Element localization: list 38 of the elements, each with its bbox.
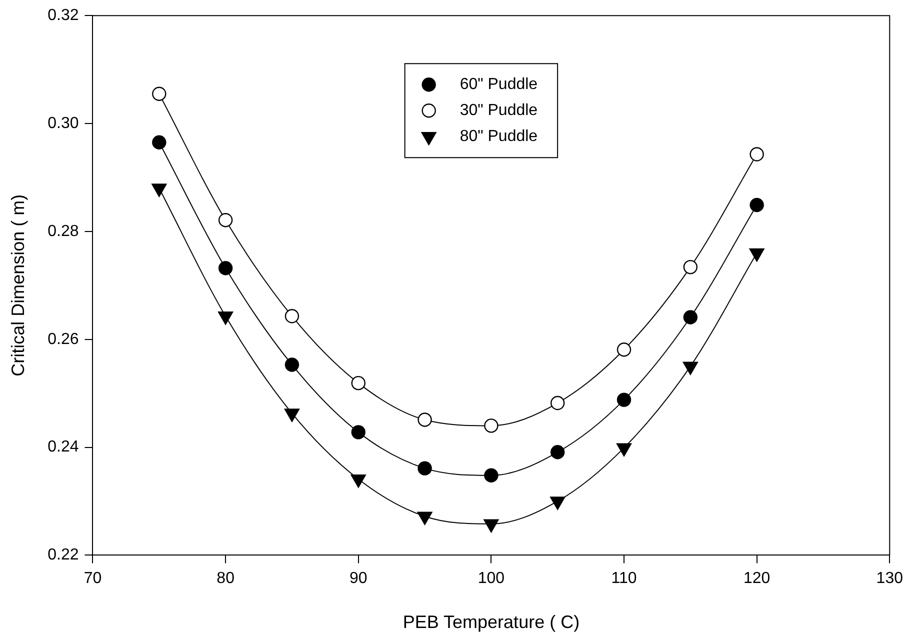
point — [550, 396, 565, 410]
point — [750, 147, 764, 162]
y-tick-label: 0.22 — [48, 546, 79, 564]
point — [284, 358, 300, 372]
legend-label: 80" Puddle — [460, 128, 538, 146]
point — [218, 261, 233, 276]
point — [683, 260, 698, 274]
x-tick-label: 110 — [611, 570, 637, 588]
point — [418, 461, 432, 476]
x-tick-label: 90 — [349, 570, 368, 588]
point — [484, 418, 498, 433]
point — [418, 412, 432, 427]
legend-label: 60" Puddle — [460, 76, 538, 94]
point — [284, 309, 300, 324]
y-axis-title: Critical Dimension ( m) — [8, 194, 28, 376]
point — [616, 342, 632, 357]
x-tick-label: 130 — [876, 570, 904, 588]
y-tick-label: 0.28 — [48, 222, 79, 240]
point — [750, 198, 764, 212]
point — [152, 135, 166, 150]
point — [351, 376, 366, 390]
x-tick-label: 120 — [743, 570, 770, 588]
x-tick-label: 70 — [84, 570, 102, 588]
y-tick-label: 0.24 — [48, 438, 79, 456]
y-tick-label: 0.30 — [48, 114, 79, 132]
x-tick-label: 80 — [216, 570, 235, 588]
point — [484, 468, 498, 482]
point — [152, 86, 166, 101]
legend-label: 30" Puddle — [460, 102, 538, 120]
y-tick-label: 0.32 — [48, 7, 79, 24]
point — [351, 425, 366, 440]
y-tick-label: 0.26 — [48, 330, 79, 348]
point — [683, 310, 698, 324]
point — [616, 392, 632, 407]
x-tick-label: 100 — [478, 570, 505, 588]
point — [218, 213, 233, 228]
x-axis-title: PEB Temperature ( C) — [402, 612, 580, 632]
point — [550, 445, 565, 460]
